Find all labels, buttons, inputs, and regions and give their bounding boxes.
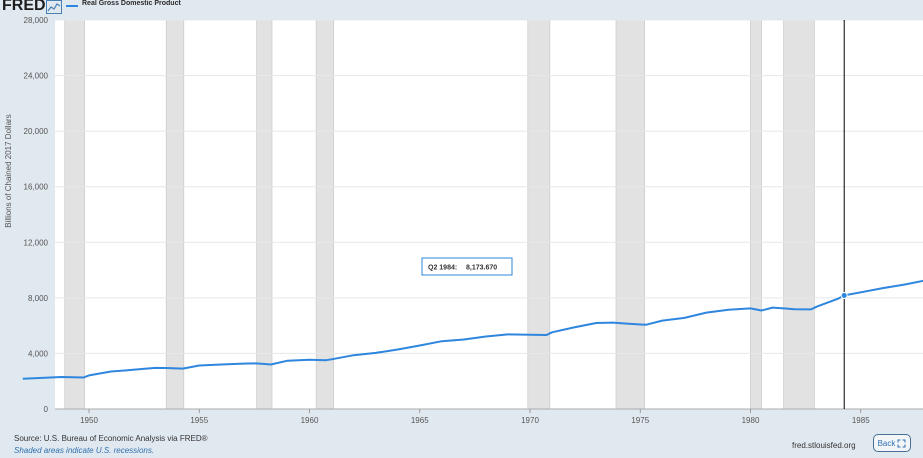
y-tick-label: 28,000 [24,16,49,25]
y-tick-label: 24,000 [24,72,49,81]
fred-logo: FRED [2,0,46,14]
x-tick-label: 1965 [411,416,429,425]
fred-logo-graph-icon [46,0,62,14]
x-tick-label: 1970 [521,416,539,425]
recession-band [750,19,762,410]
back-button[interactable]: Back [873,434,911,452]
plot-area [55,20,923,409]
recession-band [527,19,551,410]
x-tick-label: 1980 [742,416,760,425]
y-tick-label: 16,000 [24,183,49,192]
hover-marker [840,291,848,299]
site-link[interactable]: fred.stlouisfed.org [792,441,856,450]
tooltip-value: 8,173.670 [466,265,497,272]
x-tick-label: 1975 [631,416,649,425]
recession-band [615,19,645,410]
tooltip-label: Q2 1984: [428,265,457,272]
chart-header: FRED Real Gross Domestic Product [0,0,923,16]
back-label: Back [877,438,896,448]
x-tick-label: 1985 [852,416,870,425]
y-tick-label: 0 [44,405,49,414]
tooltip-box [421,257,513,276]
y-tick-label: 4,000 [28,349,49,358]
x-tick-label: 1960 [301,416,319,425]
recession-band [783,19,815,410]
recession-band [315,19,335,410]
recession-band [256,19,273,410]
source-text: Source: U.S. Bureau of Economic Analysis… [14,434,208,443]
expand-icon [897,439,906,447]
recession-band [64,19,85,410]
x-tick-label: 1955 [190,416,208,425]
y-tick-label: 8,000 [28,294,49,303]
recession-band [165,19,185,410]
y-tick-label: 12,000 [24,238,49,247]
series-line[interactable] [22,78,923,380]
recession-note[interactable]: Shaded areas indicate U.S. recessions. [14,446,155,455]
y-tick-label: 20,000 [24,127,49,136]
legend-swatch [66,5,78,7]
legend-label: Real Gross Domestic Product [82,0,181,7]
x-tick-label: 1950 [80,416,98,425]
